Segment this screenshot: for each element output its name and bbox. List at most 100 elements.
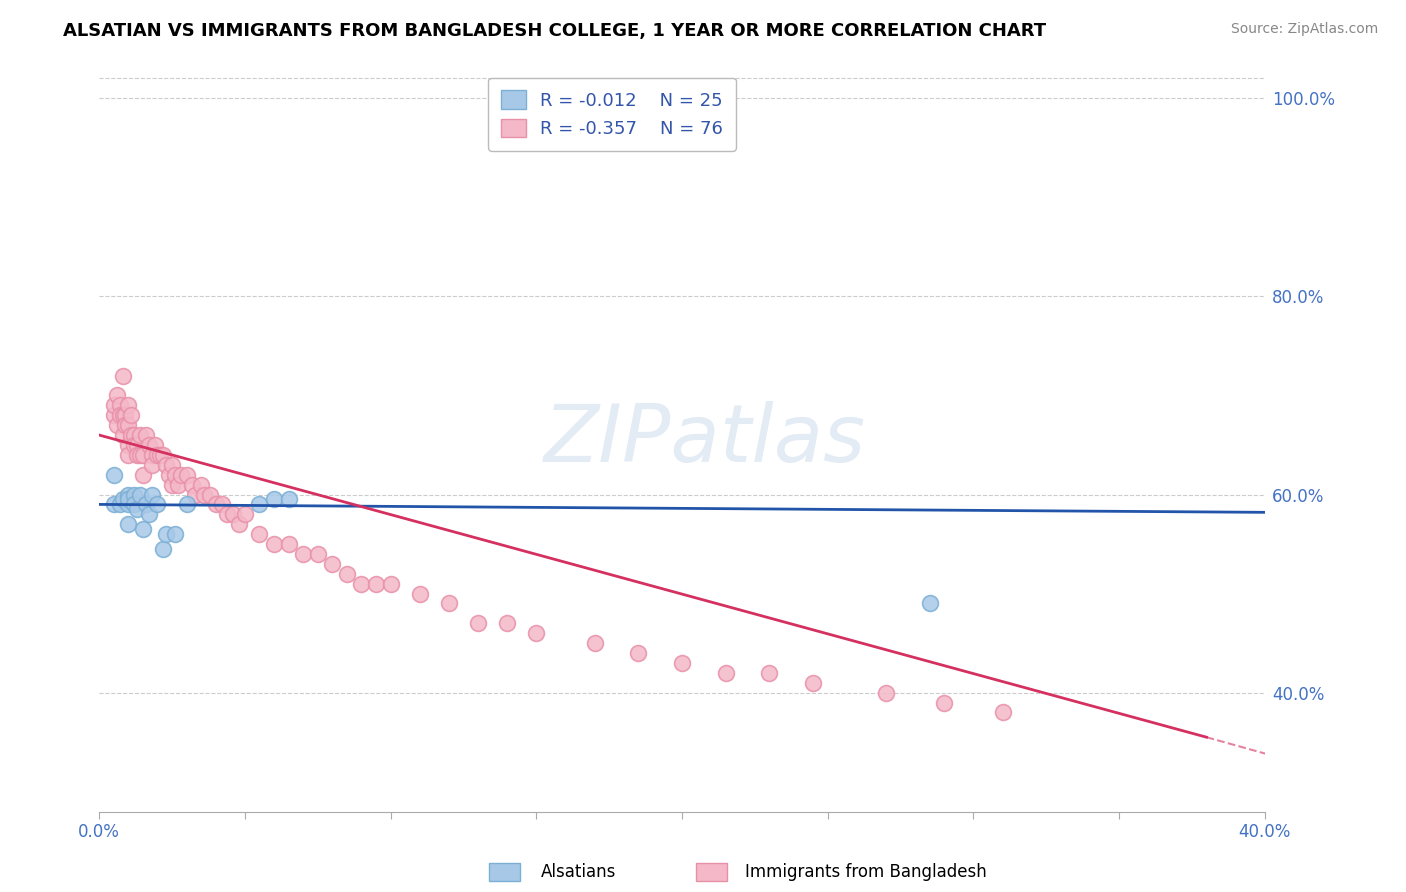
Text: ZIPatlas: ZIPatlas bbox=[544, 401, 866, 479]
Point bbox=[129, 448, 152, 462]
Point bbox=[146, 448, 169, 462]
Point bbox=[141, 458, 163, 472]
Point bbox=[132, 522, 155, 536]
Point bbox=[467, 616, 489, 631]
Point bbox=[583, 636, 606, 650]
Point bbox=[114, 418, 136, 433]
Point bbox=[111, 492, 134, 507]
Point bbox=[146, 497, 169, 511]
Point bbox=[263, 537, 285, 551]
Point bbox=[141, 487, 163, 501]
Point bbox=[233, 508, 256, 522]
Point bbox=[176, 497, 198, 511]
Point bbox=[524, 626, 547, 640]
Point bbox=[157, 467, 180, 482]
Point bbox=[160, 458, 183, 472]
Point bbox=[758, 665, 780, 680]
Point bbox=[184, 487, 207, 501]
Point bbox=[217, 508, 239, 522]
Text: Alsatians: Alsatians bbox=[541, 863, 617, 881]
Point bbox=[181, 477, 204, 491]
Point bbox=[132, 467, 155, 482]
Point bbox=[193, 487, 215, 501]
Point bbox=[122, 428, 145, 442]
Point bbox=[103, 497, 125, 511]
Point bbox=[114, 409, 136, 423]
Point bbox=[129, 428, 152, 442]
Point bbox=[138, 438, 160, 452]
Point bbox=[160, 477, 183, 491]
Point bbox=[249, 497, 271, 511]
Point bbox=[149, 448, 172, 462]
Point bbox=[108, 497, 131, 511]
Point bbox=[117, 438, 139, 452]
Point bbox=[991, 706, 1014, 720]
Point bbox=[143, 438, 166, 452]
Point bbox=[111, 428, 134, 442]
Point bbox=[934, 696, 956, 710]
Text: Immigrants from Bangladesh: Immigrants from Bangladesh bbox=[745, 863, 987, 881]
Point bbox=[671, 656, 693, 670]
Point bbox=[321, 557, 343, 571]
Point bbox=[222, 508, 245, 522]
Point bbox=[105, 388, 128, 402]
Point bbox=[292, 547, 315, 561]
Point bbox=[135, 428, 157, 442]
Point bbox=[117, 492, 139, 507]
Point bbox=[307, 547, 329, 561]
Point bbox=[155, 458, 177, 472]
Point bbox=[108, 409, 131, 423]
Point bbox=[627, 646, 650, 660]
Point bbox=[117, 418, 139, 433]
Point bbox=[127, 448, 149, 462]
Point bbox=[336, 566, 359, 581]
Point bbox=[163, 527, 186, 541]
Point bbox=[120, 409, 142, 423]
Point bbox=[135, 497, 157, 511]
Point bbox=[117, 398, 139, 412]
Point bbox=[122, 438, 145, 452]
Point bbox=[120, 428, 142, 442]
Point bbox=[437, 597, 460, 611]
Point bbox=[127, 502, 149, 516]
Text: Source: ZipAtlas.com: Source: ZipAtlas.com bbox=[1230, 22, 1378, 37]
Point bbox=[108, 398, 131, 412]
Legend: R = -0.012    N = 25, R = -0.357    N = 76: R = -0.012 N = 25, R = -0.357 N = 76 bbox=[488, 78, 735, 151]
Point bbox=[277, 537, 299, 551]
Point bbox=[117, 497, 139, 511]
Text: ALSATIAN VS IMMIGRANTS FROM BANGLADESH COLLEGE, 1 YEAR OR MORE CORRELATION CHART: ALSATIAN VS IMMIGRANTS FROM BANGLADESH C… bbox=[63, 22, 1046, 40]
Point bbox=[163, 467, 186, 482]
Point bbox=[111, 409, 134, 423]
Point bbox=[152, 541, 174, 556]
Point bbox=[127, 438, 149, 452]
Point bbox=[496, 616, 519, 631]
Point bbox=[129, 487, 152, 501]
Point bbox=[714, 665, 737, 680]
Point bbox=[170, 467, 193, 482]
Point bbox=[249, 527, 271, 541]
Point bbox=[875, 685, 897, 699]
Point bbox=[103, 467, 125, 482]
Point bbox=[380, 576, 402, 591]
Point bbox=[204, 497, 226, 511]
Point bbox=[263, 492, 285, 507]
Point bbox=[801, 675, 824, 690]
Point bbox=[103, 398, 125, 412]
Point bbox=[122, 487, 145, 501]
Point bbox=[141, 448, 163, 462]
Point bbox=[155, 527, 177, 541]
Point bbox=[132, 448, 155, 462]
Point bbox=[103, 409, 125, 423]
Point bbox=[350, 576, 373, 591]
Point bbox=[918, 597, 941, 611]
Point bbox=[152, 448, 174, 462]
Point bbox=[111, 368, 134, 383]
Point bbox=[211, 497, 233, 511]
Point bbox=[364, 576, 387, 591]
Point bbox=[105, 418, 128, 433]
Point bbox=[122, 497, 145, 511]
Point bbox=[117, 487, 139, 501]
Point bbox=[117, 448, 139, 462]
Point bbox=[167, 477, 190, 491]
Point bbox=[198, 487, 221, 501]
